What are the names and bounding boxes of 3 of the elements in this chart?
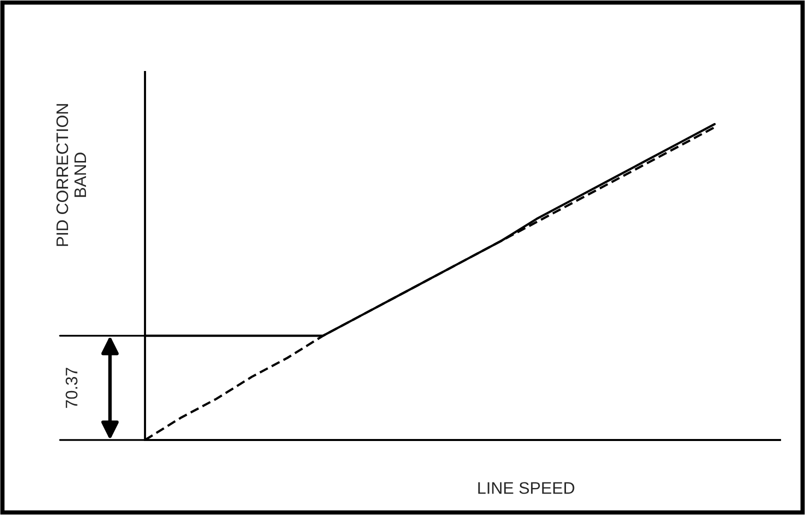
y-axis-title: PID CORRECTION BAND: [56, 104, 86, 246]
x-axis-title: LINE SPEED: [478, 482, 574, 494]
text: 70.37: [66, 368, 78, 408]
